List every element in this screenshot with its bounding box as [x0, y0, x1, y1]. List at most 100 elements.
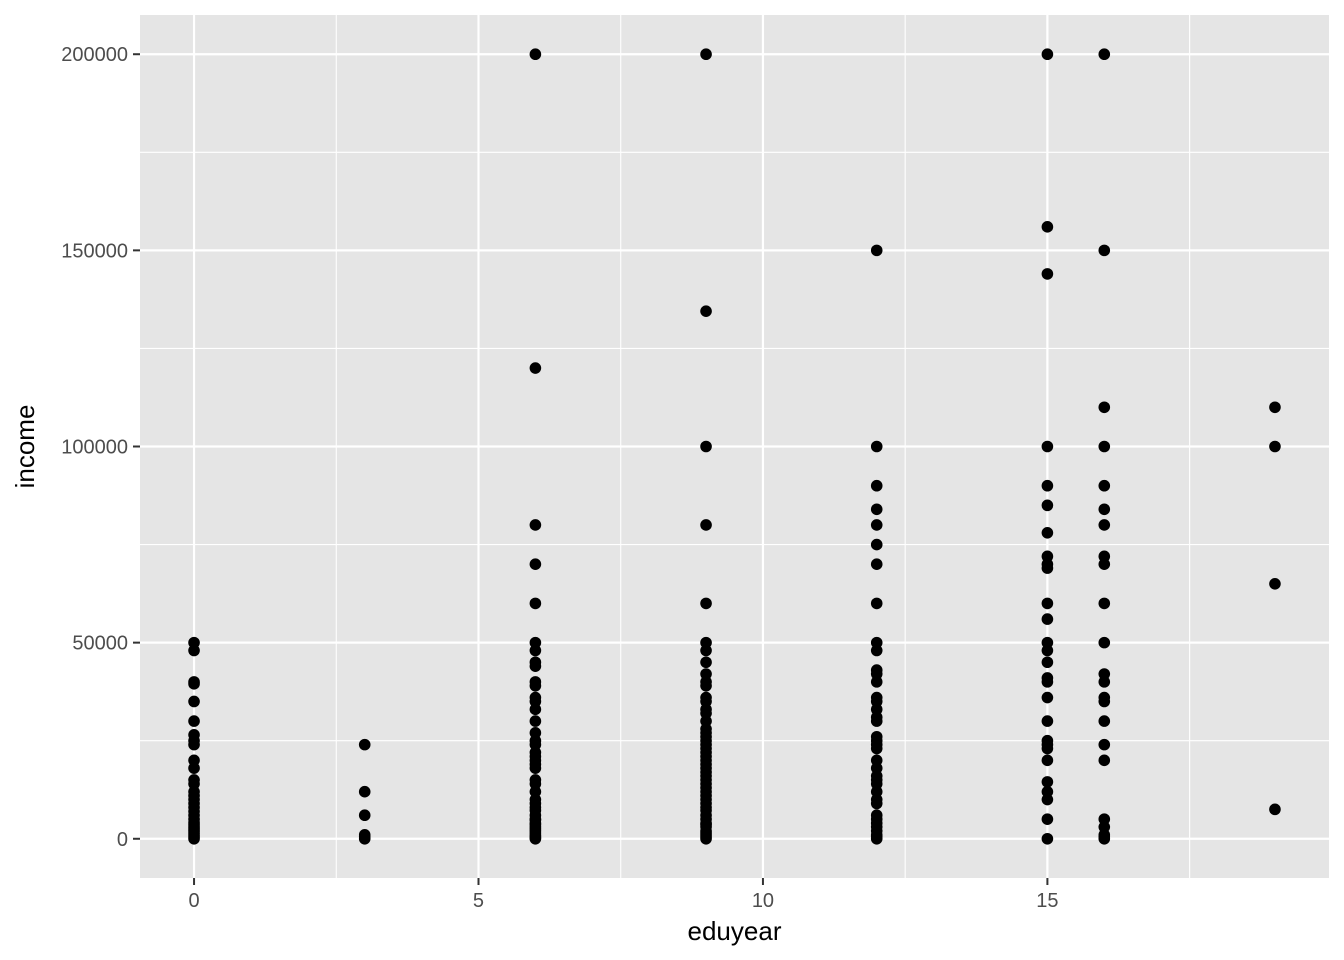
data-point: [188, 636, 200, 649]
data-point: [529, 715, 542, 727]
data-point: [870, 809, 883, 822]
x-tick-label: 15: [1036, 890, 1058, 912]
data-point: [529, 676, 542, 688]
data-point: [188, 774, 200, 786]
x-tick-label: 0: [188, 890, 199, 912]
data-point: [870, 730, 883, 743]
data-point: [1041, 613, 1054, 625]
data-point: [870, 538, 883, 551]
data-point: [700, 636, 712, 649]
data-point: [1041, 440, 1054, 453]
data-point: [1041, 527, 1054, 539]
data-point: [1041, 636, 1054, 649]
data-point: [188, 695, 200, 708]
data-point: [870, 636, 883, 649]
data-point: [529, 727, 542, 739]
data-point: [1041, 691, 1054, 704]
data-point: [188, 715, 200, 727]
data-point: [700, 691, 712, 704]
data-point: [870, 558, 883, 570]
data-point: [1041, 715, 1054, 727]
data-point: [870, 691, 883, 704]
data-point: [358, 738, 371, 751]
data-point: [358, 829, 371, 841]
data-point: [188, 754, 200, 767]
data-point: [1041, 672, 1054, 684]
data-point: [529, 656, 542, 669]
data-point: [1098, 738, 1111, 751]
data-point: [529, 362, 542, 374]
data-point: [870, 754, 883, 767]
data-point: [529, 48, 542, 61]
major-gridlines: [140, 15, 1329, 878]
data-point: [1098, 691, 1111, 704]
data-point: [1098, 636, 1111, 649]
data-point: [1041, 734, 1054, 747]
data-point: [529, 519, 542, 531]
data-point: [1041, 785, 1054, 798]
data-point: [1098, 754, 1111, 767]
data-point: [1098, 519, 1111, 531]
data-point: [529, 597, 542, 610]
data-point: [1041, 776, 1054, 788]
data-point: [700, 597, 712, 610]
data-point: [1098, 597, 1111, 610]
data-point: [1098, 813, 1111, 825]
data-point: [1098, 401, 1111, 414]
data-point: [1041, 499, 1054, 512]
data-point: [529, 558, 542, 570]
y-axis-title: income: [10, 405, 40, 489]
data-point: [1041, 754, 1054, 767]
data-point: [188, 676, 200, 688]
data-point: [1098, 715, 1111, 727]
x-axis: 0 5 10 15: [188, 878, 1059, 912]
data-point: [870, 664, 883, 676]
data-point: [1098, 668, 1111, 680]
data-point: [188, 729, 200, 741]
data-point: [700, 48, 712, 61]
y-tick-label: 50000: [72, 633, 128, 655]
data-point: [529, 774, 542, 786]
data-point: [700, 519, 712, 531]
data-point: [870, 440, 883, 453]
data-point: [1041, 479, 1054, 492]
data-point: [1041, 268, 1054, 280]
data-point: [700, 668, 712, 680]
data-point: [1098, 550, 1111, 563]
x-axis-title: eduyear: [688, 916, 782, 946]
data-points: [188, 48, 1281, 845]
y-tick-label: 200000: [61, 44, 128, 66]
data-point: [1041, 597, 1054, 610]
data-point: [1041, 550, 1054, 563]
data-point: [1269, 440, 1281, 453]
x-tick-label: 10: [752, 890, 774, 912]
data-point: [1098, 479, 1111, 492]
data-point: [870, 519, 883, 531]
data-point: [1098, 503, 1111, 516]
data-point: [870, 597, 883, 610]
data-point: [358, 809, 371, 822]
data-point: [1098, 244, 1111, 257]
y-axis: 0 50000 100000 150000 200000: [61, 44, 140, 851]
data-point: [1041, 656, 1054, 669]
data-point: [1041, 832, 1054, 845]
data-point: [700, 440, 712, 453]
data-point: [1041, 48, 1054, 61]
data-point: [870, 479, 883, 492]
data-point: [1269, 803, 1281, 816]
data-point: [870, 503, 883, 516]
y-tick-label: 0: [117, 829, 128, 851]
y-tick-label: 150000: [61, 240, 128, 262]
y-tick-label: 100000: [61, 437, 128, 459]
data-point: [1269, 577, 1281, 590]
data-point: [870, 244, 883, 257]
data-point: [700, 305, 712, 317]
x-tick-label: 5: [473, 890, 484, 912]
data-point: [1041, 221, 1054, 233]
data-point: [1269, 401, 1281, 414]
data-point: [1098, 48, 1111, 61]
data-point: [529, 636, 542, 649]
data-point: [1098, 440, 1111, 453]
data-point: [700, 656, 712, 669]
